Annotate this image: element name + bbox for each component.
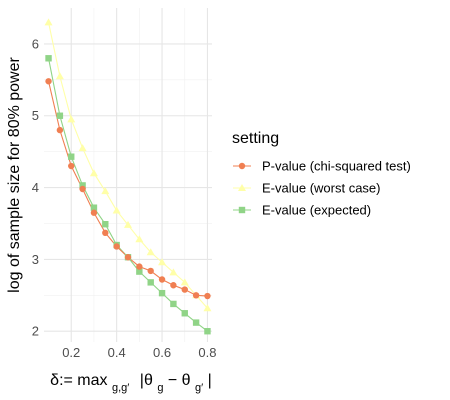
y-axis-title: log of sample size for 80% power — [6, 56, 23, 292]
data-point — [56, 112, 64, 119]
data-point — [78, 144, 87, 152]
plot-panel — [44, 8, 212, 342]
data-point — [90, 204, 98, 211]
data-point — [169, 268, 178, 276]
data-point — [181, 286, 188, 293]
data-point — [136, 268, 143, 275]
data-point — [113, 243, 120, 250]
legend-label: P-value (chi-squared test) — [262, 159, 411, 174]
y-axis-ticks: 2 3 4 5 6 — [32, 36, 39, 338]
y-tick-label: 4 — [32, 180, 39, 195]
data-point — [181, 310, 188, 317]
data-point — [79, 185, 86, 193]
data-point — [204, 328, 211, 335]
data-point — [203, 304, 212, 312]
x-axis-title-sub: g,g′ — [112, 382, 129, 394]
data-point — [170, 282, 177, 289]
legend-key-marker — [238, 206, 246, 214]
legend-item: P-value (chi-squared test) — [233, 159, 411, 174]
data-point — [158, 258, 167, 266]
data-point — [135, 235, 144, 243]
x-axis-ticks: 0.2 0.4 0.6 0.8 — [62, 345, 216, 360]
x-tick-label: 0.6 — [153, 345, 171, 360]
legend-items: P-value (chi-squared test) E-value (worst… — [233, 159, 411, 218]
data-point — [102, 221, 109, 228]
y-tick-label: 3 — [32, 252, 39, 267]
series-points — [44, 18, 212, 335]
y-tick-label: 6 — [32, 36, 39, 51]
data-point — [79, 182, 86, 189]
x-tick-label: 0.2 — [62, 345, 80, 360]
legend-item: E-value (expected) — [233, 203, 371, 218]
x-tick-label: 0.4 — [108, 345, 126, 360]
data-point — [204, 292, 211, 300]
legend-label: E-value (expected) — [262, 203, 371, 218]
data-point — [102, 229, 109, 237]
data-point — [192, 292, 200, 299]
data-point — [67, 115, 76, 123]
legend-key-marker — [238, 184, 246, 191]
data-point — [170, 300, 177, 308]
data-point — [147, 279, 154, 286]
data-point — [90, 209, 98, 216]
data-point — [44, 18, 53, 26]
data-point — [136, 263, 143, 270]
data-point — [146, 248, 155, 256]
x-tick-label: 0.8 — [198, 345, 216, 360]
data-point — [124, 254, 132, 261]
data-point — [158, 289, 166, 297]
data-point — [124, 220, 132, 228]
x-axis-title-prefix: δ:= max — [50, 372, 107, 389]
data-point — [180, 278, 189, 286]
x-axis-title-sub2: g′ — [195, 382, 203, 394]
x-axis-title-close: | — [208, 372, 212, 389]
legend: setting P-value (chi-squared test) E-valu… — [232, 130, 411, 218]
legend-label: E-value (worst case) — [262, 181, 380, 196]
data-point — [158, 276, 166, 283]
data-point — [68, 153, 75, 160]
data-point — [45, 78, 52, 85]
x-axis-title-sub1: g — [157, 382, 163, 394]
legend-item: E-value (worst case) — [233, 181, 380, 196]
grid — [44, 8, 212, 342]
data-point — [45, 55, 52, 62]
x-axis-title: δ:= max g,g′ |θ g − θ g′ | — [50, 372, 212, 394]
data-point — [101, 187, 110, 195]
y-tick-label: 2 — [32, 324, 39, 339]
x-axis-title-abs: |θ — [140, 372, 153, 389]
data-point — [56, 126, 64, 134]
legend-title: setting — [232, 130, 279, 147]
data-point — [68, 162, 75, 170]
data-point — [192, 319, 200, 326]
data-point — [112, 206, 121, 214]
data-point — [55, 72, 64, 80]
data-point — [147, 267, 154, 275]
y-tick-label: 5 — [32, 108, 39, 123]
x-axis-title-minus: − θ — [168, 372, 191, 389]
data-point — [89, 169, 98, 177]
legend-key-marker — [238, 162, 246, 170]
